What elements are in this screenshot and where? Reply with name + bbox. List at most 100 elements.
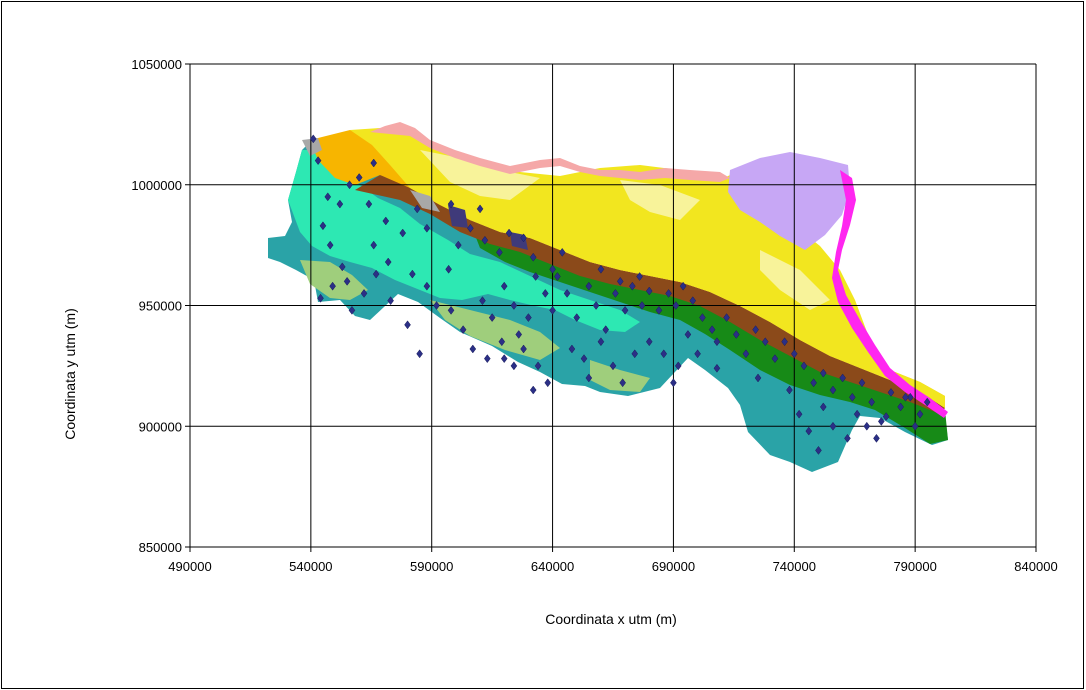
data-point-diamond xyxy=(467,223,474,233)
data-point-diamond xyxy=(370,158,378,168)
data-point-diamond xyxy=(447,305,455,315)
data-point-diamond xyxy=(399,228,407,238)
data-point-diamond xyxy=(636,272,643,281)
data-point-diamond xyxy=(645,286,653,296)
data-point-diamond xyxy=(515,330,523,339)
data-point-diamond xyxy=(469,344,477,354)
data-point-diamond xyxy=(500,354,508,364)
data-point-diamond xyxy=(923,397,931,407)
data-point-diamond xyxy=(858,378,866,388)
x-tick-label: 590000 xyxy=(410,559,453,574)
map-region-navy xyxy=(448,205,528,250)
data-point-diamond xyxy=(355,173,363,182)
data-point-diamond xyxy=(805,426,813,436)
data-point-diamond xyxy=(882,412,890,422)
data-point-diamond xyxy=(810,378,817,388)
data-point-diamond xyxy=(476,204,484,214)
data-point-diamond xyxy=(338,262,346,272)
data-point-diamond xyxy=(887,388,895,397)
data-point-diamond xyxy=(343,276,351,286)
data-point-diamond xyxy=(542,289,549,298)
x-tick-label: 640000 xyxy=(531,559,574,574)
data-point-diamond xyxy=(346,180,353,190)
data-point-diamond xyxy=(309,134,317,144)
data-point-diamond xyxy=(752,325,759,335)
data-point-diamond xyxy=(708,325,716,335)
geological-map xyxy=(268,122,948,472)
map-region-lavender xyxy=(728,152,850,250)
data-point-diamond xyxy=(324,192,332,202)
data-point-diamond xyxy=(592,301,600,310)
y-tick-label: 1050000 xyxy=(131,57,182,72)
data-point-diamond xyxy=(902,392,909,402)
data-point-diamond xyxy=(500,281,508,291)
data-point-diamond xyxy=(829,421,837,431)
data-point-diamond xyxy=(520,344,527,354)
data-point-diamond xyxy=(723,313,730,322)
data-point-diamond xyxy=(558,247,566,257)
data-point-diamond xyxy=(505,228,513,238)
data-point-diamond xyxy=(694,349,701,359)
data-point-diamond xyxy=(655,305,663,315)
data-point-diamond xyxy=(819,402,827,412)
x-tick-label: 740000 xyxy=(773,559,816,574)
data-point-diamond xyxy=(660,349,668,359)
data-point-diamond xyxy=(488,313,496,322)
data-point-diamond xyxy=(481,235,489,245)
data-point-diamond xyxy=(911,421,919,431)
data-point-diamond xyxy=(479,296,486,306)
map-region-magenta xyxy=(832,170,948,418)
data-point-diamond xyxy=(790,349,798,359)
data-point-diamond xyxy=(384,257,392,267)
y-axis-label: Coordinata y utm (m) xyxy=(62,308,78,439)
data-point-diamond xyxy=(844,433,851,443)
x-tick-label: 490000 xyxy=(168,559,211,574)
data-point-diamond xyxy=(616,276,624,286)
data-point-diamond xyxy=(404,320,411,330)
data-point-diamond xyxy=(445,264,452,274)
x-tick-label: 540000 xyxy=(289,559,332,574)
data-point-diamond xyxy=(544,378,552,388)
data-point-diamond xyxy=(585,373,593,383)
x-tick-label: 690000 xyxy=(652,559,695,574)
y-tick-label: 900000 xyxy=(139,419,182,434)
data-point-diamond xyxy=(529,385,537,395)
data-point-diamond xyxy=(413,204,421,214)
data-point-diamond xyxy=(897,402,904,412)
data-point-diamond xyxy=(554,272,561,281)
data-point-diamond xyxy=(786,385,793,395)
data-point-diamond xyxy=(761,337,769,347)
data-point-diamond xyxy=(585,281,593,291)
data-point-diamond xyxy=(619,378,626,388)
data-point-diamond xyxy=(670,378,677,388)
y-tick-label: 950000 xyxy=(139,299,182,314)
data-point-diamond xyxy=(348,305,356,315)
data-point-diamond xyxy=(631,349,639,359)
data-point-diamond xyxy=(839,373,846,383)
data-point-diamond xyxy=(672,301,680,310)
data-point-diamond xyxy=(532,272,539,281)
data-point-diamond xyxy=(319,221,327,231)
x-axis-label: Coordinata x utm (m) xyxy=(545,611,676,627)
data-point-diamond xyxy=(597,337,605,347)
data-point-diamond xyxy=(459,325,467,335)
data-point-diamond xyxy=(416,349,423,359)
data-point-diamond xyxy=(819,368,827,378)
data-point-diamond xyxy=(873,433,880,443)
data-point-diamond xyxy=(906,392,914,402)
data-point-diamond xyxy=(329,281,336,291)
data-point-diamond xyxy=(423,223,431,233)
data-point-diamond xyxy=(732,330,740,339)
data-point-diamond xyxy=(674,361,682,371)
data-point-diamond xyxy=(317,293,324,303)
data-point-diamond xyxy=(829,385,837,395)
x-tick-labels: 490000 540000 590000 640000 690000 740000 7900… xyxy=(168,559,1057,574)
x-tick-label: 840000 xyxy=(1014,559,1057,574)
data-point-diamond xyxy=(699,313,706,322)
data-point-diamond xyxy=(510,301,518,310)
data-point-diamond xyxy=(645,337,653,347)
data-point-diamond xyxy=(372,269,380,279)
data-point-diamond xyxy=(771,354,779,364)
map-region-aquamarine xyxy=(288,150,640,332)
